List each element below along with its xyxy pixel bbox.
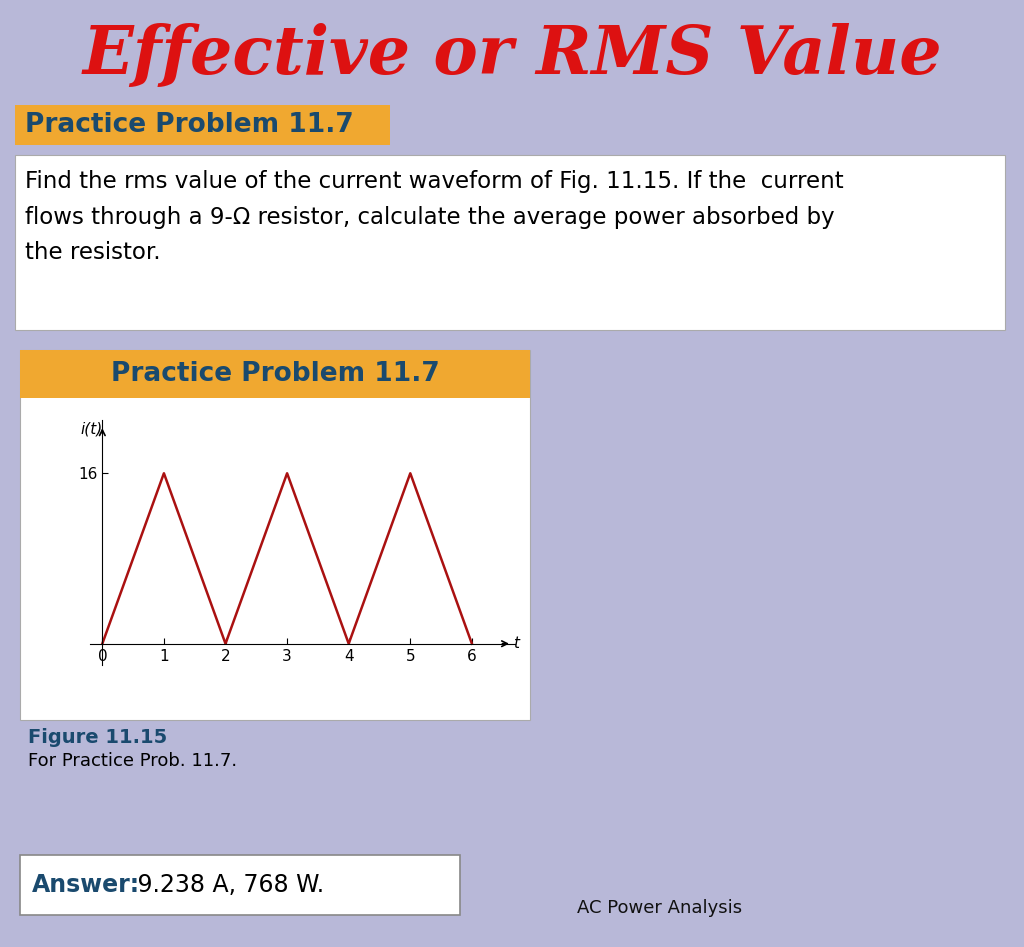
Text: Practice Problem 11.7: Practice Problem 11.7 — [25, 112, 353, 138]
Text: For Practice Prob. 11.7.: For Practice Prob. 11.7. — [28, 752, 238, 770]
Text: Practice Problem 11.7: Practice Problem 11.7 — [111, 361, 439, 387]
Text: Figure 11.15: Figure 11.15 — [28, 728, 167, 747]
FancyBboxPatch shape — [15, 155, 1005, 330]
FancyBboxPatch shape — [20, 350, 530, 398]
Text: t: t — [513, 636, 519, 652]
Text: AC Power Analysis: AC Power Analysis — [578, 899, 742, 917]
FancyBboxPatch shape — [20, 855, 460, 915]
Text: 9.238 A, 768 W.: 9.238 A, 768 W. — [130, 873, 325, 897]
FancyBboxPatch shape — [15, 105, 390, 145]
FancyBboxPatch shape — [20, 350, 530, 720]
Text: Answer:: Answer: — [32, 873, 140, 897]
Text: Effective or RMS Value: Effective or RMS Value — [82, 23, 942, 87]
Text: Find the rms value of the current waveform of Fig. 11.15. If the  current
flows : Find the rms value of the current wavefo… — [25, 170, 844, 264]
Text: i(t): i(t) — [81, 421, 103, 436]
